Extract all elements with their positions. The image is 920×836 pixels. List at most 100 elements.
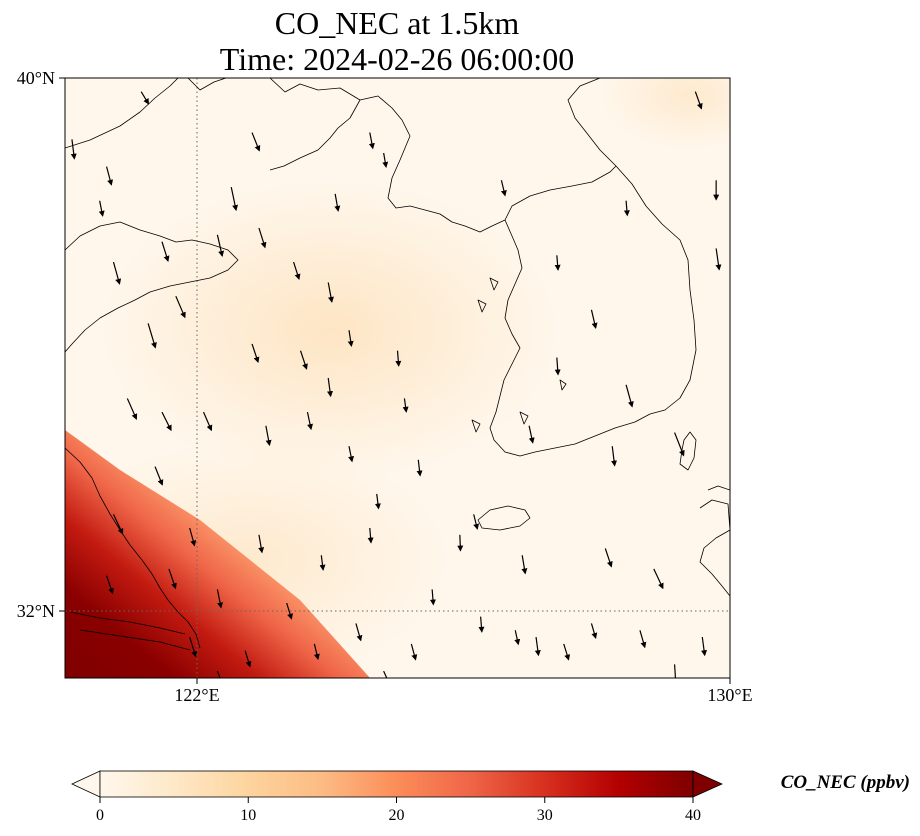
colorbar-tick-label-2: 20 (389, 807, 405, 824)
wind-arrow-73 (521, 555, 528, 575)
wind-arrow-42 (478, 616, 485, 633)
wind-arrow-20 (126, 398, 138, 420)
wind-arrow-38 (216, 589, 223, 609)
wind-arrow-39 (286, 602, 293, 620)
wind-arrow-52 (216, 670, 221, 678)
concentration-hotspot-yangtze-delta (65, 430, 370, 678)
wind-arrow-53 (286, 677, 288, 678)
wind-arrow-28 (154, 466, 164, 486)
colorbar-extend-max (692, 770, 723, 798)
coast-yangtze-mouth (69, 611, 191, 651)
wind-arrow-43 (514, 630, 521, 646)
coast-kyushu (699, 499, 730, 597)
wind-arrow-57 (590, 309, 598, 329)
map-frame (64, 77, 731, 679)
map-title-line-2: Time: 2024-02-26 06:00:00 (220, 41, 574, 77)
wind-arrow-32 (319, 555, 326, 571)
wind-arrow-49 (563, 643, 571, 661)
wind-arrow-0 (70, 139, 77, 160)
wind-arrow-21 (161, 411, 172, 432)
coast-korea-west (489, 219, 536, 457)
wind-arrow-36 (105, 575, 114, 595)
coast-honshu (707, 485, 730, 491)
wind-arrow-33 (367, 527, 374, 544)
wind-vectors (70, 91, 722, 678)
wind-arrow-22 (202, 411, 213, 432)
lon-tick-label-122: 122°E (174, 685, 219, 705)
wind-arrow-44 (189, 636, 198, 658)
wind-arrow-13 (293, 261, 301, 281)
wind-arrow-16 (299, 350, 308, 370)
concentration-plume-central (100, 180, 560, 480)
wind-arrow-67 (473, 514, 480, 530)
wind-arrow-15 (251, 343, 260, 364)
map-panel (65, 78, 730, 678)
coast-korea-south (534, 413, 651, 453)
wind-arrow-50 (590, 623, 598, 640)
coast-korea-islands (471, 277, 567, 433)
wind-arrow-54 (554, 357, 561, 376)
wind-arrow-70 (382, 152, 389, 168)
colorbar: 0 10 20 30 40 CO_NEC (ppbv) (71, 770, 910, 824)
wind-arrow-18 (402, 398, 409, 413)
wind-arrow-31 (258, 534, 265, 554)
coast-korea-east (615, 165, 697, 415)
wind-arrow-24 (306, 411, 313, 431)
wind-arrow-41 (410, 643, 418, 661)
wind-arrow-19 (327, 377, 333, 398)
wind-arrow-56 (528, 425, 535, 444)
coast-liaodong-peninsula (269, 78, 617, 233)
coast-jeju-island (477, 505, 531, 531)
wind-arrow-66 (611, 446, 618, 467)
wind-arrow-60 (715, 248, 722, 271)
lat-tick-label-40: 40°N (17, 68, 55, 88)
map-title-line-1: CO_NEC at 1.5km (275, 5, 520, 41)
wind-arrow-71 (334, 193, 341, 212)
wind-arrow-11 (258, 227, 267, 249)
colorbar-tick-label-3: 30 (537, 807, 553, 824)
wind-arrow-64 (604, 548, 613, 568)
wind-arrow-58 (625, 384, 634, 408)
wind-arrow-10 (216, 234, 225, 257)
wind-arrow-46 (313, 643, 320, 661)
colorbar-tick-label-1: 10 (240, 807, 256, 824)
wind-arrow-17 (395, 350, 402, 367)
colorbar-gradient (99, 770, 694, 798)
wind-arrow-30 (189, 527, 197, 547)
wind-arrow-59 (674, 432, 685, 457)
wind-arrow-12 (327, 282, 334, 303)
wind-arrow-4 (161, 241, 170, 262)
wind-arrow-3 (98, 200, 105, 217)
coast-shandong-peninsula (65, 221, 239, 353)
wind-arrow-37 (168, 568, 177, 590)
wind-arrow-74 (639, 630, 647, 649)
coast-liaodong-west (269, 99, 361, 171)
wind-arrow-9 (251, 132, 261, 152)
wind-arrow-8 (230, 186, 238, 212)
wind-arrow-26 (416, 459, 423, 477)
colorbar-tick-label-0: 0 (96, 807, 104, 824)
wind-arrow-29 (112, 514, 124, 535)
wind-arrow-63 (623, 200, 630, 217)
wind-arrow-40 (355, 623, 363, 642)
lon-tick-label-130: 130°E (707, 685, 752, 705)
colorbar-tick-label-4: 40 (685, 807, 701, 824)
wind-arrow-1 (105, 166, 114, 186)
coast-liaoning-north (65, 78, 227, 149)
wind-arrow-7 (147, 323, 157, 349)
wind-arrow-5 (112, 261, 122, 285)
wind-arrow-35 (429, 589, 436, 606)
coastlines (65, 78, 730, 651)
wind-arrow-62 (694, 91, 703, 110)
lat-tick-label-32: 32°N (17, 601, 55, 621)
wind-arrow-69 (368, 132, 375, 150)
wind-arrow-45 (244, 650, 252, 668)
wind-arrow-25 (348, 446, 355, 463)
wind-arrow-23 (265, 425, 272, 447)
wind-arrow-6 (175, 295, 186, 319)
concentration-plume-northeast (600, 78, 730, 150)
wind-arrow-51 (673, 664, 677, 678)
map-ticks: 40°N 32°N 122°E 130°E (17, 68, 753, 705)
wind-arrow-34 (457, 534, 464, 552)
